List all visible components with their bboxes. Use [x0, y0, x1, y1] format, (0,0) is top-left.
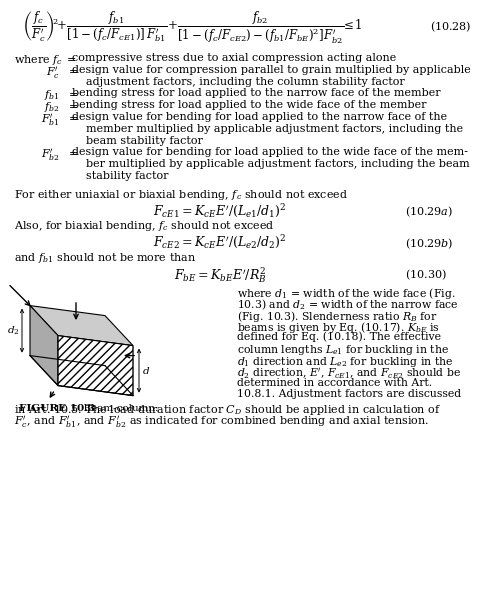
- Text: $=$: $=$: [66, 147, 78, 157]
- Text: stability factor: stability factor: [72, 171, 168, 181]
- Text: $=$: $=$: [66, 89, 78, 98]
- Text: $(10.29a)$: $(10.29a)$: [405, 204, 453, 219]
- Text: design value for compression parallel to grain multiplied by applicable: design value for compression parallel to…: [72, 65, 471, 75]
- Text: in Art. 10.5. The load duration factor $C_D$ should be applied in calculation of: in Art. 10.5. The load duration factor $…: [14, 402, 441, 417]
- Text: $f_{b1}$: $f_{b1}$: [44, 89, 60, 102]
- Text: compressive stress due to axial compression acting alone: compressive stress due to axial compress…: [72, 53, 396, 63]
- Text: bending stress for load applied to the narrow face of the member: bending stress for load applied to the n…: [72, 89, 440, 98]
- Text: $F_{cE1} = K_{cE}E^{\prime}/(L_{e1}/d_1)^2$: $F_{cE1} = K_{cE}E^{\prime}/(L_{e1}/d_1)…: [153, 203, 287, 220]
- Polygon shape: [58, 336, 133, 395]
- Text: $=$: $=$: [66, 112, 78, 122]
- Text: $(10.28)$: $(10.28)$: [430, 20, 471, 34]
- Text: $F_c^{\prime}$, and $F_{b1}^{\prime}$, and $F_{b2}^{\prime}$ as indicated for co: $F_c^{\prime}$, and $F_{b1}^{\prime}$, a…: [14, 414, 429, 430]
- Text: where $d_1$ = width of the wide face (Fig.: where $d_1$ = width of the wide face (Fi…: [237, 285, 456, 301]
- Text: 10.3) and $d_2$ = width of the narrow face: 10.3) and $d_2$ = width of the narrow fa…: [237, 297, 459, 311]
- Text: and $f_{b1}$ should not be more than: and $f_{b1}$ should not be more than: [14, 251, 196, 265]
- Text: $F_{b2}^{\prime}$: $F_{b2}^{\prime}$: [41, 147, 60, 163]
- Text: $F_{b1}^{\prime}$: $F_{b1}^{\prime}$: [41, 112, 60, 128]
- Text: $F_{bE} = K_{bE}E^{\prime}/R_B^2$: $F_{bE} = K_{bE}E^{\prime}/R_B^2$: [174, 266, 266, 285]
- Text: beam stability factor: beam stability factor: [72, 135, 203, 145]
- Text: $\left(\dfrac{f_c}{F_c^{\prime}}\right)^{\!\!2}\!\! +\! \dfrac{f_{b1}}{[1-(f_c/F: $\left(\dfrac{f_c}{F_c^{\prime}}\right)^…: [22, 10, 362, 46]
- Text: $(10.29b)$: $(10.29b)$: [405, 236, 454, 251]
- Text: defined for Eq. (10.18). The effective: defined for Eq. (10.18). The effective: [237, 332, 441, 342]
- Text: adjustment factors, including the column stability factor: adjustment factors, including the column…: [72, 77, 405, 87]
- Text: 10.8.1. Adjustment factors are discussed: 10.8.1. Adjustment factors are discussed: [237, 389, 461, 399]
- Text: determined in accordance with Art.: determined in accordance with Art.: [237, 378, 432, 388]
- Text: ber multiplied by applicable adjustment factors, including the beam: ber multiplied by applicable adjustment …: [72, 159, 470, 169]
- Text: $=$: $=$: [66, 100, 78, 110]
- Text: column lengths $L_{e1}$ for buckling in the: column lengths $L_{e1}$ for buckling in …: [237, 343, 449, 357]
- Text: $(10.30)$: $(10.30)$: [405, 268, 447, 282]
- Polygon shape: [30, 306, 133, 346]
- Text: $=$: $=$: [66, 65, 78, 75]
- Text: $F_c^{\prime}$: $F_c^{\prime}$: [46, 65, 60, 81]
- Text: design value for bending for load applied to the narrow face of the: design value for bending for load applie…: [72, 112, 447, 122]
- Text: where $f_c$: where $f_c$: [14, 53, 63, 67]
- Text: $=$: $=$: [64, 53, 76, 63]
- Text: For either uniaxial or biaxial bending, $f_c$ should not exceed: For either uniaxial or biaxial bending, …: [14, 188, 348, 202]
- Text: $d_2$ direction, $E^{\prime}$, $F_{cE1}$, and $F_{cE2}$ should be: $d_2$ direction, $E^{\prime}$, $F_{cE1}$…: [237, 366, 461, 381]
- Text: Beam-column.: Beam-column.: [77, 404, 158, 413]
- Text: beams is given by Eq. (10.17). $K_{bE}$ is: beams is given by Eq. (10.17). $K_{bE}$ …: [237, 320, 440, 335]
- Text: FIGURE 10.3: FIGURE 10.3: [19, 404, 95, 413]
- Text: design value for bending for load applied to the wide face of the mem-: design value for bending for load applie…: [72, 147, 468, 157]
- Text: $d_1$ direction and $L_{e2}$ for buckling in the: $d_1$ direction and $L_{e2}$ for bucklin…: [237, 355, 453, 369]
- Text: member multiplied by applicable adjustment factors, including the: member multiplied by applicable adjustme…: [72, 124, 463, 134]
- Text: $d$: $d$: [142, 365, 150, 376]
- Text: Also, for biaxial bending, $f_c$ should not exceed: Also, for biaxial bending, $f_c$ should …: [14, 219, 275, 233]
- Text: $f_{b2}$: $f_{b2}$: [44, 100, 60, 114]
- Text: (Fig. 10.3). Slenderness ratio $R_B$ for: (Fig. 10.3). Slenderness ratio $R_B$ for: [237, 309, 437, 324]
- Polygon shape: [30, 306, 58, 385]
- Text: $F_{cE2} = K_{cE}E^{\prime}/(L_{e2}/d_2)^2$: $F_{cE2} = K_{cE}E^{\prime}/(L_{e2}/d_2)…: [153, 234, 287, 251]
- Text: $d_2$: $d_2$: [8, 324, 20, 337]
- Text: bending stress for load applied to the wide face of the member: bending stress for load applied to the w…: [72, 100, 426, 110]
